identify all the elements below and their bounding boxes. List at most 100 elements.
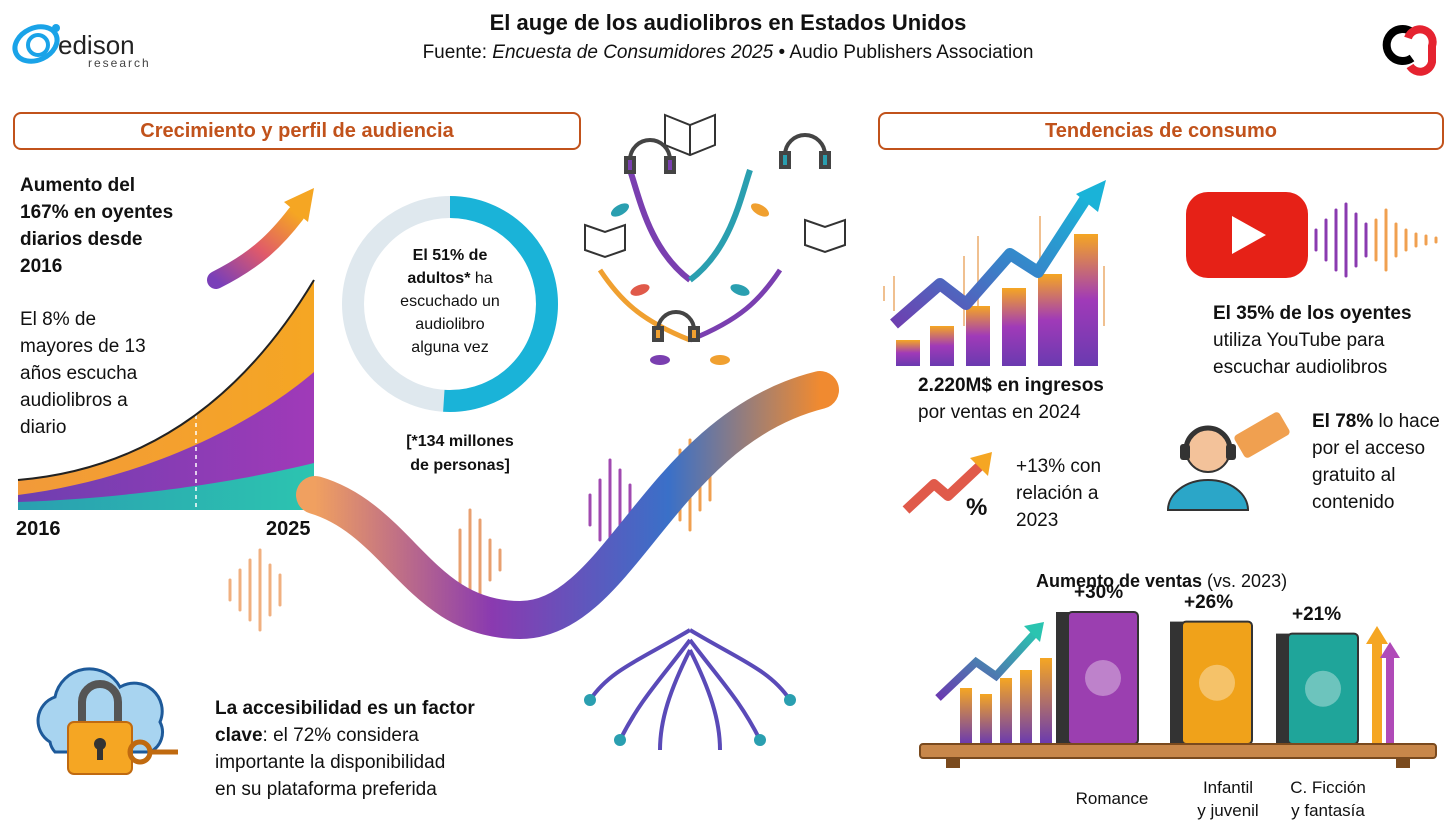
sales-shelf-graphic (919, 611, 1437, 768)
genre-name-line2: y fantasía (1291, 801, 1365, 820)
brand-logo-icon (1382, 25, 1437, 76)
genre-name-line1: C. Ficción (1290, 778, 1366, 797)
genre-name-line1: Infantil (1202, 778, 1254, 797)
revenue-rest: por ventas en 2024 (918, 402, 1081, 423)
edison-logo-sub: research (88, 56, 151, 70)
percent-growth-icon (902, 452, 992, 514)
donut-fill (342, 196, 558, 412)
genre-name-line1: Romance (1075, 789, 1149, 808)
revenue-bold: 2.220M$ en ingresos (918, 375, 1104, 396)
growth-headline-l1: Aumento del (20, 175, 136, 196)
ribbon-wave (296, 371, 839, 640)
source-suffix: • Audio Publishers Association (773, 42, 1034, 63)
source-prefix: Fuente: (422, 42, 493, 63)
growth-body-l5: diario (20, 417, 67, 438)
genre-pct-label: +21% (1292, 603, 1342, 625)
sales-title-rest: (vs. 2023) (1202, 571, 1288, 591)
genre-pct-label: +30% (1074, 582, 1124, 603)
tree-book-icon-left (584, 223, 626, 259)
accessibility-l3: importante la disponibilidad (215, 752, 446, 773)
youtube-text: El 35% de los oyentes utiliza YouTube pa… (1213, 300, 1445, 381)
youtube-sound-wave (1314, 202, 1438, 278)
sales-title: Aumento de ventas (vs. 2023) (1036, 571, 1287, 592)
accessibility-l2-bold: clave (215, 725, 263, 746)
center-tree-illustration (228, 113, 846, 751)
accessibility-l2-rest: : el 72% considera (262, 725, 419, 746)
youtube-l2: utiliza YouTube para (1213, 330, 1385, 351)
tree-headphones-icon-right (779, 133, 831, 169)
growth-headline: Aumento del 167% en oyentes diarios desd… (20, 172, 190, 280)
youtube-bold: El 35% de los oyentes (1213, 303, 1412, 324)
tree-headphones-icon-left (624, 138, 676, 174)
growth-year-end: 2025 (266, 518, 311, 540)
genre-book-2 (1276, 632, 1359, 745)
donut-note1: [*134 millones (406, 433, 514, 450)
genre-name-label: C. Ficción y fantasía (1286, 776, 1370, 822)
accessibility-text: La accesibilidad es un factor clave: el … (215, 695, 515, 803)
growth-headline-l3: diarios desde (20, 229, 143, 250)
accessibility-l1: La accesibilidad es un factor (215, 698, 475, 719)
free-access-text: El 78% lo hace por el acceso gratuito al… (1312, 408, 1452, 516)
growth-area-graphic (17, 188, 315, 510)
youtube-icon (1186, 192, 1308, 278)
revenue-text: 2.220M$ en ingresos por ventas en 2024 (918, 372, 1138, 426)
listener-headset-icon (1166, 412, 1290, 511)
revenue-growth-l3: 2023 (1016, 510, 1059, 531)
genre-name-line2: y juvenil (1197, 801, 1259, 820)
youtube-l3: escuchar audiolibros (1213, 357, 1388, 378)
growth-body: El 8% de mayores de 13 años escucha audi… (20, 306, 190, 441)
genre-name-label: Romance (1070, 787, 1154, 810)
free-access-l2: por el acceso (1312, 438, 1426, 459)
donut-note: [*134 millones de personas] (380, 430, 540, 478)
growth-body-l3: años escucha (20, 363, 138, 384)
section-title-right: Tendencias de consumo (878, 112, 1444, 150)
donut-label: El 51% de adultos* ha escuchado un audio… (370, 244, 530, 359)
revenue-growth-l2: relación a (1016, 483, 1099, 504)
revenue-growth-text: +13% con relación a 2023 (1016, 453, 1136, 534)
tree-headphones-icon-bottom (652, 310, 700, 342)
donut-line2-rest: ha (470, 270, 493, 287)
growth-headline-l2: 167% en oyentes (20, 202, 174, 223)
youtube-play-icon (1232, 216, 1266, 254)
percent-symbol: % (966, 494, 988, 521)
growth-body-l2: mayores de 13 (20, 336, 146, 357)
growth-body-l1: El 8% de (20, 309, 97, 330)
donut-chart (342, 196, 558, 412)
donut-line5: alguna vez (411, 339, 489, 356)
edison-logo-name: edison (58, 30, 135, 60)
donut-line3: escuchado un (400, 293, 500, 310)
tree-book-icon-right (804, 218, 846, 254)
genre-book-1 (1170, 620, 1253, 746)
edison-logo: edison research (10, 14, 150, 72)
source-italic: Encuesta de Consumidores 2025 (492, 42, 774, 63)
brand-logo-right (1378, 20, 1442, 76)
tree-leaves (610, 203, 770, 365)
cloud-lock-icon (36, 667, 178, 775)
donut-note2: de personas] (410, 457, 510, 474)
genre-name-label: Infantil y juvenil (1186, 776, 1270, 822)
growth-year-start: 2016 (16, 518, 61, 540)
tree-book-icon-top (664, 113, 716, 157)
section-title-left: Crecimiento y perfil de audiencia (13, 112, 581, 150)
genre-pct-label: +26% (1184, 591, 1234, 613)
tree-roots (588, 628, 792, 751)
revenue-growth-l1: +13% con (1016, 456, 1102, 477)
accessibility-l4: en su plataforma preferida (215, 779, 437, 800)
donut-line2-bold: adultos* (407, 270, 471, 287)
growth-headline-l4: 2016 (20, 256, 63, 277)
free-access-rest: lo hace (1373, 411, 1440, 432)
genre-books (1056, 611, 1359, 746)
free-access-bold: El 78% (1312, 411, 1374, 432)
sound-wave-left (228, 548, 282, 632)
donut-line1: El 51% de (412, 247, 488, 264)
donut-line4: audiolibro (415, 316, 485, 333)
sales-title-bold: Aumento de ventas (1036, 571, 1203, 591)
growth-body-l4: audiolibros a (20, 390, 128, 411)
edison-logo-icon (12, 24, 60, 64)
free-access-l4: contenido (1312, 492, 1395, 513)
page-title: El auge de los audiolibros en Estados Un… (489, 10, 967, 35)
free-access-l3: gratuito al (1312, 465, 1396, 486)
revenue-bars-graphic (883, 180, 1106, 366)
genre-book-0 (1056, 611, 1139, 745)
page-source: Fuente: Encuesta de Consumidores 2025 • … (0, 42, 1456, 64)
